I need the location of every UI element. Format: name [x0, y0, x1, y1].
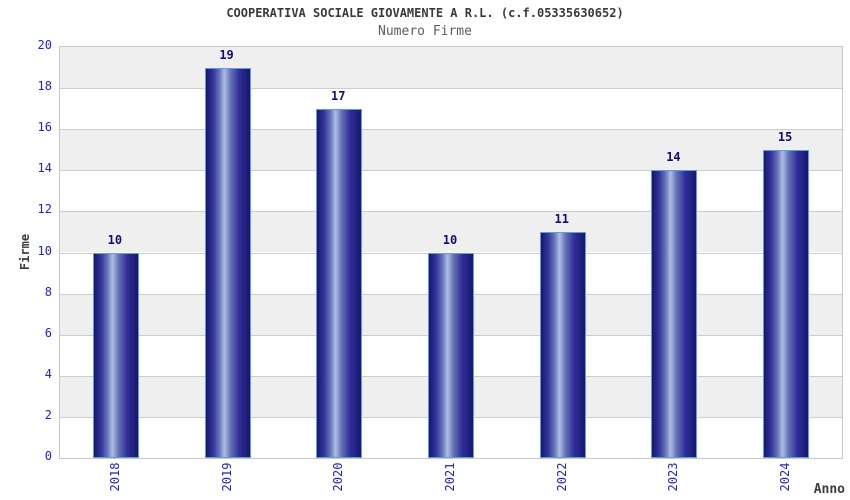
bar-2018 [92, 252, 139, 458]
x-tick-label: 2023 [666, 462, 681, 492]
bar-value-label: 19 [219, 47, 234, 62]
grid-band [60, 170, 842, 212]
bar-value-label: 15 [777, 129, 793, 144]
y-tick-label: 20 [37, 38, 52, 52]
chart-title: COOPERATIVA SOCIALE GIOVAMENTE A R.L. (c… [226, 6, 624, 20]
y-tick-label: 6 [44, 325, 52, 340]
bar-2019 [204, 67, 251, 458]
y-tick-label: 10 [37, 243, 52, 258]
x-tick-label: 2018 [107, 462, 122, 492]
y-tick-label: 2 [44, 407, 52, 422]
y-axis-title: Firme [18, 233, 32, 271]
grid-line [60, 88, 842, 90]
y-tick-label: 14 [37, 161, 52, 176]
bar-2024 [763, 149, 810, 458]
grid-line [60, 211, 842, 213]
grid-band [60, 211, 842, 253]
bar-2022 [539, 231, 586, 458]
x-axis-title: Anno [813, 482, 845, 497]
x-tick-label: 2020 [331, 462, 346, 492]
grid-band [60, 129, 842, 171]
bar-value-label: 17 [331, 88, 346, 103]
bar-2020 [316, 108, 363, 458]
y-tick-label: 8 [44, 284, 52, 299]
x-tick-label: 2022 [554, 462, 569, 492]
bar-2021 [428, 252, 474, 458]
bar-2023 [651, 170, 698, 458]
bar-value-label: 11 [554, 211, 569, 226]
x-tick-label: 2021 [443, 462, 457, 492]
y-tick-label: 0 [44, 449, 52, 463]
y-tick-label: 4 [44, 366, 52, 381]
y-tick-label: 16 [37, 120, 52, 135]
grid-line [60, 170, 842, 172]
grid-band [60, 88, 842, 130]
bar-value-label: 10 [442, 232, 458, 247]
bar-value-label: 14 [666, 150, 681, 165]
y-tick-label: 12 [37, 202, 52, 217]
x-tick-label: 2024 [778, 462, 793, 492]
chart-subtitle: Numero Firme [378, 24, 472, 39]
x-tick-label: 2019 [219, 462, 234, 492]
grid-band [60, 47, 842, 89]
plot-area [59, 46, 843, 459]
grid-line [60, 129, 842, 131]
y-tick-label: 18 [37, 79, 52, 94]
bar-value-label: 10 [107, 232, 123, 247]
